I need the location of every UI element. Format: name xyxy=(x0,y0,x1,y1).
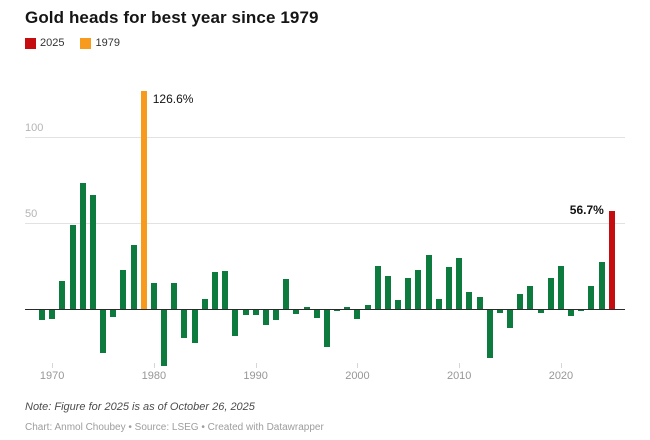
plot-area: 50 100 1970 1980 1990 2000 2010 2020 126.6% 56.7% xyxy=(25,82,625,394)
bar-1993[interactable] xyxy=(283,278,290,309)
bar-1974[interactable] xyxy=(89,195,96,309)
bar-1999[interactable] xyxy=(344,307,351,309)
bar-1997[interactable] xyxy=(323,310,330,347)
gridline-50 xyxy=(25,223,625,224)
chart-credit: Chart: Anmol Choubey • Source: LSEG • Cr… xyxy=(25,422,324,433)
bar-1991[interactable] xyxy=(262,310,269,325)
bar-2004[interactable] xyxy=(395,299,402,309)
x-axis-label-2020: 2020 xyxy=(548,370,574,382)
legend-item-2025: 2025 xyxy=(25,37,64,49)
bar-1985[interactable] xyxy=(201,299,208,309)
legend-label-1979: 1979 xyxy=(95,37,120,49)
bar-2000[interactable] xyxy=(354,310,361,320)
x-tick-1970 xyxy=(52,363,54,368)
bar-1994[interactable] xyxy=(293,310,300,314)
legend-swatch-2025 xyxy=(25,37,36,49)
zero-baseline xyxy=(25,309,625,310)
bar-1984[interactable] xyxy=(191,310,198,344)
bar-1980[interactable] xyxy=(150,282,157,309)
bar-2011[interactable] xyxy=(466,291,473,309)
bar-2022[interactable] xyxy=(578,310,585,311)
bar-2003[interactable] xyxy=(384,275,391,309)
bar-2014[interactable] xyxy=(496,310,503,313)
bar-1986[interactable] xyxy=(211,272,218,309)
bar-1987[interactable] xyxy=(222,270,229,309)
bar-1981[interactable] xyxy=(161,310,168,367)
y-axis-label-100: 100 xyxy=(25,122,44,134)
bar-2005[interactable] xyxy=(405,278,412,309)
bar-2002[interactable] xyxy=(374,266,381,309)
bar-2013[interactable] xyxy=(486,310,493,359)
x-axis-label-1980: 1980 xyxy=(141,370,167,382)
bar-1970[interactable] xyxy=(49,310,56,319)
bar-1972[interactable] xyxy=(69,225,76,309)
bar-1977[interactable] xyxy=(120,270,127,309)
bar-2019[interactable] xyxy=(547,277,554,309)
chart-note: Note: Figure for 2025 is as of October 2… xyxy=(25,401,255,413)
bar-2015[interactable] xyxy=(507,310,514,328)
bar-2016[interactable] xyxy=(517,294,524,309)
bar-2006[interactable] xyxy=(415,269,422,309)
bar-chart: 50 100 1970 1980 1990 2000 2010 2020 126.6% 56.7% xyxy=(25,82,625,394)
bar-1983[interactable] xyxy=(181,310,188,339)
bar-2025[interactable] xyxy=(608,211,615,309)
bar-1973[interactable] xyxy=(79,182,86,309)
bar-2009[interactable] xyxy=(446,267,453,309)
x-axis-label-1970: 1970 xyxy=(39,370,65,382)
y-axis-label-50: 50 xyxy=(25,208,38,220)
annotation-2025: 56.7% xyxy=(569,203,604,218)
legend-swatch-1979 xyxy=(80,37,92,49)
bar-2024[interactable] xyxy=(598,262,605,309)
bar-2007[interactable] xyxy=(425,254,432,309)
bar-1990[interactable] xyxy=(252,310,259,316)
bar-1996[interactable] xyxy=(313,310,320,318)
bar-2020[interactable] xyxy=(557,265,564,309)
bar-2010[interactable] xyxy=(456,258,463,309)
legend-item-1979: 1979 xyxy=(80,37,120,49)
x-tick-1980 xyxy=(153,363,155,368)
bar-2012[interactable] xyxy=(476,296,483,309)
bar-1992[interactable] xyxy=(273,310,280,320)
legend-label-2025: 2025 xyxy=(40,37,65,49)
x-tick-2020 xyxy=(560,363,562,368)
bar-1971[interactable] xyxy=(59,280,66,309)
x-axis-label-1990: 1990 xyxy=(243,370,268,382)
bar-1975[interactable] xyxy=(100,310,107,353)
bar-1979[interactable] xyxy=(140,91,147,309)
x-axis-label-2000: 2000 xyxy=(345,370,370,382)
bar-1988[interactable] xyxy=(232,310,239,337)
bar-1976[interactable] xyxy=(110,310,117,318)
bar-1969[interactable] xyxy=(39,310,45,321)
bar-1978[interactable] xyxy=(130,245,137,309)
legend: 2025 1979 xyxy=(25,37,120,49)
x-axis-label-2010: 2010 xyxy=(446,370,472,382)
bar-1989[interactable] xyxy=(242,310,249,315)
annotation-1979: 126.6% xyxy=(152,92,194,107)
x-tick-2000 xyxy=(357,363,359,368)
bar-2021[interactable] xyxy=(568,310,575,317)
chart-title: Gold heads for best year since 1979 xyxy=(25,8,319,27)
bar-2018[interactable] xyxy=(537,310,544,313)
bar-1998[interactable] xyxy=(334,310,341,312)
bar-1982[interactable] xyxy=(171,283,178,309)
bar-2008[interactable] xyxy=(435,299,442,309)
x-tick-2010 xyxy=(459,363,461,368)
bar-1995[interactable] xyxy=(303,307,310,309)
bar-2023[interactable] xyxy=(588,286,595,309)
bar-2017[interactable] xyxy=(527,286,534,309)
x-tick-1990 xyxy=(255,363,257,368)
gridline-100 xyxy=(25,137,625,138)
bar-2001[interactable] xyxy=(364,304,371,309)
